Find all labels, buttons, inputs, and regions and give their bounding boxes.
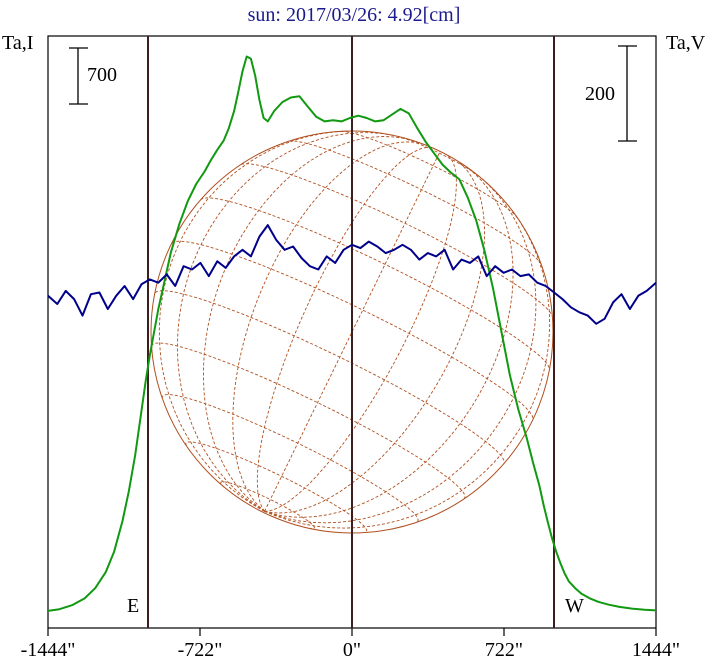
latitude-line [155,290,505,463]
right-axis-label: Ta,V [666,32,706,54]
series-layer [47,55,657,612]
west-limb-label: W [565,595,584,617]
latitude-line [341,130,518,218]
chart-title: sun: 2017/03/26: 4.92[cm] [248,4,461,26]
solar-disk-grid [150,130,554,534]
longitude-line [176,132,395,512]
x-tick-label: 0" [343,639,361,661]
longitude-line [264,154,457,512]
longitude-line [158,130,349,512]
longitude-line [232,141,421,512]
latitude-line [200,197,550,370]
latitude-line [151,342,466,499]
right-scale-bar-value: 200 [585,83,615,105]
series-line-stokes-v [47,224,657,325]
latitude-line [220,481,315,530]
east-limb-label: E [127,595,139,617]
left-axis-label: Ta,I [2,32,33,54]
x-axis-ticks: -1444" -722" 0" 722" 1444" [21,628,680,661]
x-tick-label: -1444" [21,639,76,661]
x-tick-label: 722" [485,639,523,661]
right-scale-bar: 200 [585,45,637,142]
x-tick-label: 1444" [632,639,680,661]
heliographic-grid [151,130,553,534]
longitude-line [264,151,441,512]
longitude-line [264,177,537,524]
limb-markers [147,36,555,628]
latitude-line [185,441,368,534]
series-line-stokes-i [47,55,657,612]
latitude-line [171,240,534,420]
left-scale-bar: 700 [69,47,117,105]
longitude-line [264,210,551,529]
x-tick-label: -722" [178,639,223,661]
left-scale-bar-value: 700 [87,64,117,86]
longitude-line [203,136,413,512]
longitude-line [264,161,486,514]
longitude-line [256,146,434,512]
